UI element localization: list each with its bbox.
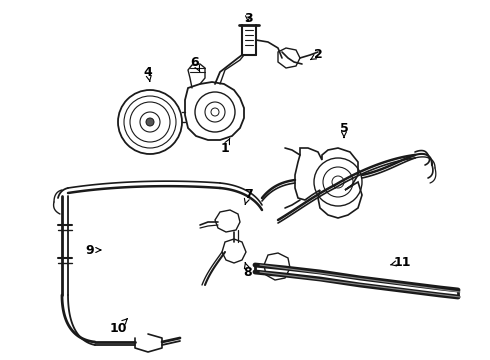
Text: 4: 4 [144, 66, 152, 81]
Text: 3: 3 [244, 12, 252, 24]
Text: 8: 8 [244, 262, 252, 279]
Text: 9: 9 [86, 243, 101, 256]
Text: 5: 5 [340, 122, 348, 138]
Text: 6: 6 [191, 55, 200, 71]
Text: 1: 1 [220, 139, 230, 154]
Text: 2: 2 [311, 49, 322, 62]
Text: 11: 11 [391, 256, 411, 269]
Text: 10: 10 [109, 319, 127, 334]
Circle shape [146, 118, 154, 126]
Text: 7: 7 [244, 189, 252, 204]
